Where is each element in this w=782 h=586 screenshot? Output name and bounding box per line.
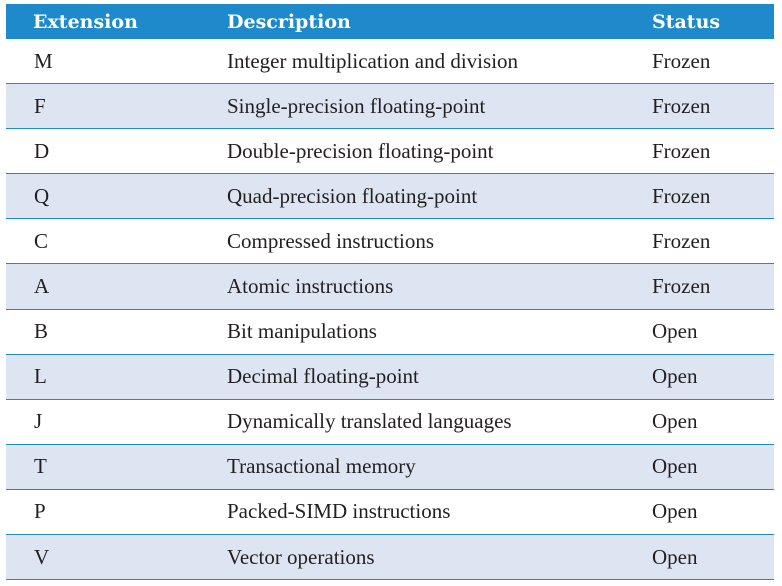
cell-extension: M (34, 48, 53, 73)
cell-extension: D (34, 138, 50, 163)
cell-status: Frozen (652, 183, 711, 208)
cell-description: Transactional memory (227, 454, 416, 479)
table-row: A Atomic instructions Frozen (6, 264, 774, 310)
header-status: Status (652, 10, 721, 33)
table-body: M Integer multiplication and division Froz… (6, 39, 774, 581)
cell-description: Decimal floating-point (227, 364, 419, 389)
cell-description: Integer multiplication and division (227, 48, 519, 73)
cell-description: Bit manipulations (227, 319, 377, 344)
table-row: C Compressed instructions Frozen (6, 219, 774, 265)
table-row: Q Quad-precision floating-point Frozen (6, 174, 774, 220)
cell-extension: J (34, 409, 43, 434)
header-extension: Extension (33, 10, 138, 33)
table-row: F Single-precision floating-point Frozen (6, 84, 774, 130)
cell-extension: B (34, 319, 49, 344)
cell-status: Open (652, 454, 698, 479)
cell-extension: C (34, 228, 49, 253)
cell-description: Packed-SIMD instructions (227, 499, 451, 524)
header-description: Description (227, 10, 351, 33)
table-row: T Transactional memory Open (6, 444, 774, 490)
table-row: M Integer multiplication and division Froz… (6, 39, 774, 85)
cell-extension: A (34, 274, 50, 299)
cell-status: Frozen (652, 48, 711, 73)
cell-description: Dynamically translated languages (227, 409, 512, 434)
cell-status: Open (652, 499, 698, 524)
cell-description: Atomic instructions (227, 274, 394, 299)
table-row: V Vector operations Open (6, 535, 774, 581)
cell-status: Frozen (652, 138, 711, 163)
table-row: L Decimal floating-point Open (6, 354, 774, 400)
cell-description: Vector operations (227, 544, 375, 569)
cell-extension: P (34, 499, 46, 524)
table-header: Extension Description Status (6, 4, 774, 39)
cell-description: Compressed instructions (227, 228, 435, 253)
table-row: D Double-precision floating-point Frozen (6, 129, 774, 175)
table-row: B Bit manipulations Open (6, 310, 774, 355)
table-row: J Dynamically translated languages Open (6, 400, 774, 445)
cell-extension: L (34, 364, 47, 389)
cell-extension: T (34, 454, 47, 479)
cell-status: Frozen (652, 228, 711, 253)
extensions-table: Extension Description Status M Integer mu… (6, 4, 774, 581)
cell-status: Open (652, 364, 698, 389)
cell-status: Open (652, 409, 698, 434)
cell-extension: Q (34, 183, 50, 208)
cell-status: Open (652, 544, 698, 569)
cell-description: Quad-precision floating-point (227, 183, 478, 208)
cell-status: Frozen (652, 274, 711, 299)
cell-description: Double-precision floating-point (227, 138, 494, 163)
table-row: P Packed-SIMD instructions Open (6, 490, 774, 536)
cell-description: Single-precision floating-point (227, 93, 486, 118)
cell-extension: V (34, 544, 50, 569)
cell-status: Frozen (652, 93, 711, 118)
cell-status: Open (652, 319, 698, 344)
cell-extension: F (34, 93, 46, 118)
